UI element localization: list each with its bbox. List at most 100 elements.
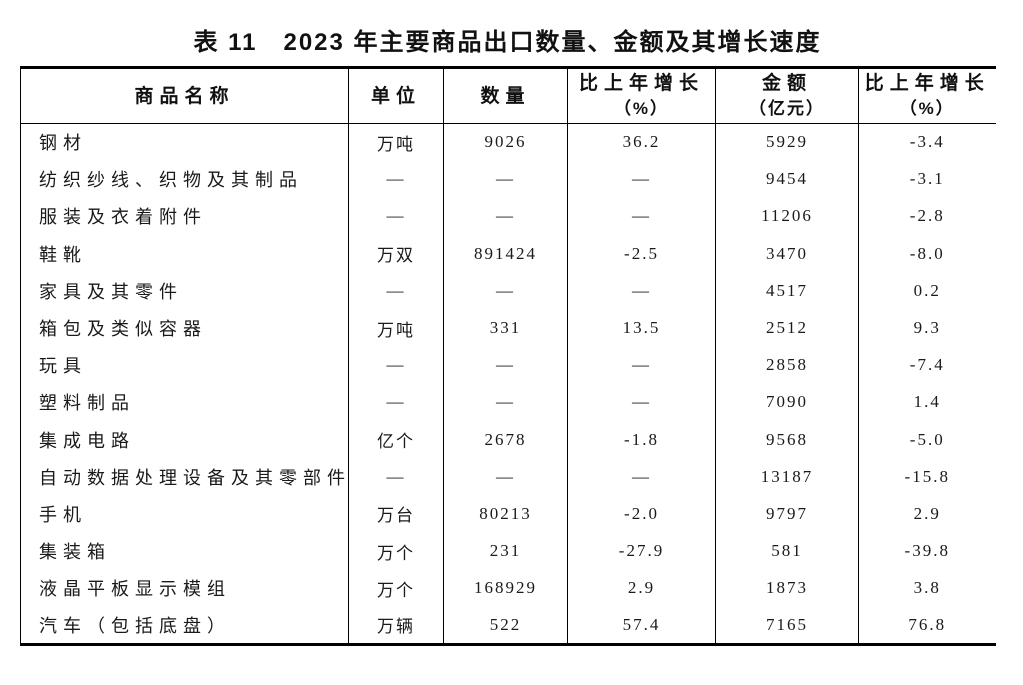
table-row: 集成电路 亿个 2678 -1.8 9568 -5.0 [20,421,996,459]
cell-unit: 万双 [348,235,444,273]
cell-quantity: — [443,346,568,384]
cell-product-name: 钢材 [20,123,349,161]
cell-quantity: 2678 [443,421,568,459]
table-row: 液晶平板显示模组 万个 168929 2.9 1873 3.8 [20,569,996,607]
cell-amount: 13187 [715,458,859,496]
cell-quantity: — [443,160,568,198]
cell-unit: — [348,272,444,310]
cell-quantity: — [443,272,568,310]
header-product-name: 商品名称 [20,67,349,124]
cell-unit: — [348,197,444,236]
cell-unit: — [348,458,444,496]
cell-unit: — [348,346,444,384]
header-unit-label: 单位 [370,85,421,107]
cell-amount-growth: -15.8 [904,466,950,486]
commodity-export-table: 商品名称 单位 数量 比上年增长 （%） 金额 （亿元） [20,66,996,646]
cell-quantity: 168929 [443,569,568,607]
cell-amount: 7165 [715,606,859,645]
cell-amount-growth: -5.0 [909,429,945,449]
table-row: 玩具 — — — 2858 -7.4 [20,346,996,384]
cell-quantity-growth: 2.9 [567,569,716,607]
header-amount-growth-label: 比上年增长 [864,73,990,94]
table-row: 箱包及类似容器 万吨 331 13.5 2512 9.3 [20,309,996,347]
cell-product-name: 家具及其零件 [20,272,349,310]
header-amount-sub: （亿元） [749,99,825,118]
header-quantity-label: 数量 [480,85,531,107]
cell-product-name: 自动数据处理设备及其零部件 [20,458,349,496]
cell-amount: 3470 [715,235,859,273]
table-row: 汽车（包括底盘） 万辆 522 57.4 7165 76.8 [20,606,996,645]
cell-unit: 万个 [348,569,444,607]
cell-product-name: 集装箱 [20,532,349,570]
cell-product-name: 汽车（包括底盘） [20,606,349,645]
cell-quantity: — [443,197,568,236]
cell-product-name: 手机 [20,495,349,533]
cell-amount: 11206 [715,197,859,236]
cell-quantity: 80213 [443,495,568,533]
cell-quantity-growth: 57.4 [567,606,716,645]
header-unit: 单位 [348,67,444,124]
header-quantity-growth: 比上年增长 （%） [567,67,716,124]
table-row: 服装及衣着附件 — — — 11206 -2.8 [20,197,996,236]
header-quantity-growth-label: 比上年增长 [578,73,704,94]
cell-amount-growth: -8.0 [909,243,945,263]
header-amount-label: 金额 [761,73,812,94]
cell-amount-growth: 2.9 [913,503,941,523]
cell-quantity: 9026 [443,123,568,161]
cell-quantity: — [443,458,568,496]
cell-unit: 万个 [348,532,444,570]
cell-quantity: 891424 [443,235,568,273]
cell-unit: 万台 [348,495,444,533]
cell-amount: 2858 [715,346,859,384]
table-row: 钢材 万吨 9026 36.2 5929 -3.4 [20,123,996,161]
cell-product-name: 塑料制品 [20,383,349,421]
cell-amount: 4517 [715,272,859,310]
cell-quantity-growth: — [567,272,716,310]
cell-product-name: 液晶平板显示模组 [20,569,349,607]
cell-unit: 万吨 [348,123,444,161]
cell-amount-growth: -3.4 [909,132,945,152]
cell-product-name: 服装及衣着附件 [20,197,349,236]
cell-amount-growth: 0.2 [913,280,941,300]
cell-product-name: 箱包及类似容器 [20,309,349,347]
header-amount-growth-sub: （%） [899,99,955,118]
cell-quantity-growth: 13.5 [567,309,716,347]
table-title: 表 11 2023 年主要商品出口数量、金额及其增长速度 [193,29,822,56]
cell-amount-growth: -3.1 [909,169,945,189]
cell-amount-growth: -39.8 [904,541,950,561]
cell-quantity-growth: 36.2 [567,123,716,161]
header-product-name-label: 商品名称 [134,85,235,107]
table-header-row: 商品名称 单位 数量 比上年增长 （%） 金额 （亿元） [20,67,996,124]
cell-amount: 9797 [715,495,859,533]
cell-unit: — [348,383,444,421]
table-body: 钢材 万吨 9026 36.2 5929 -3.4 纺织纱线、织物及其制品 — … [20,123,996,645]
cell-amount-growth: 3.8 [913,578,941,598]
cell-quantity: 522 [443,606,568,645]
cell-quantity-growth: -27.9 [567,532,716,570]
cell-amount-growth: 1.4 [913,392,941,412]
table-row: 塑料制品 — — — 7090 1.4 [20,383,996,421]
cell-amount: 9454 [715,160,859,198]
cell-amount: 2512 [715,309,859,347]
cell-quantity: — [443,383,568,421]
cell-quantity-growth: — [567,197,716,236]
cell-product-name: 纺织纱线、织物及其制品 [20,160,349,198]
table-row: 自动数据处理设备及其零部件 — — — 13187 -15.8 [20,458,996,496]
cell-unit: 万辆 [348,606,444,645]
table-row: 集装箱 万个 231 -27.9 581 -39.8 [20,532,996,570]
cell-product-name: 玩具 [20,346,349,384]
cell-unit: — [348,160,444,198]
header-amount-growth: 比上年增长 （%） [858,67,996,124]
cell-quantity-growth: -1.8 [567,421,716,459]
cell-amount-growth: -2.8 [909,206,945,226]
cell-quantity-growth: — [567,458,716,496]
cell-quantity-growth: — [567,160,716,198]
cell-amount: 5929 [715,123,859,161]
cell-quantity-growth: -2.0 [567,495,716,533]
cell-amount: 7090 [715,383,859,421]
table-row: 鞋靴 万双 891424 -2.5 3470 -8.0 [20,235,996,273]
cell-quantity-growth: — [567,346,716,384]
header-quantity-growth-sub: （%） [613,99,670,118]
cell-product-name: 鞋靴 [20,235,349,273]
cell-quantity-growth: -2.5 [567,235,716,273]
